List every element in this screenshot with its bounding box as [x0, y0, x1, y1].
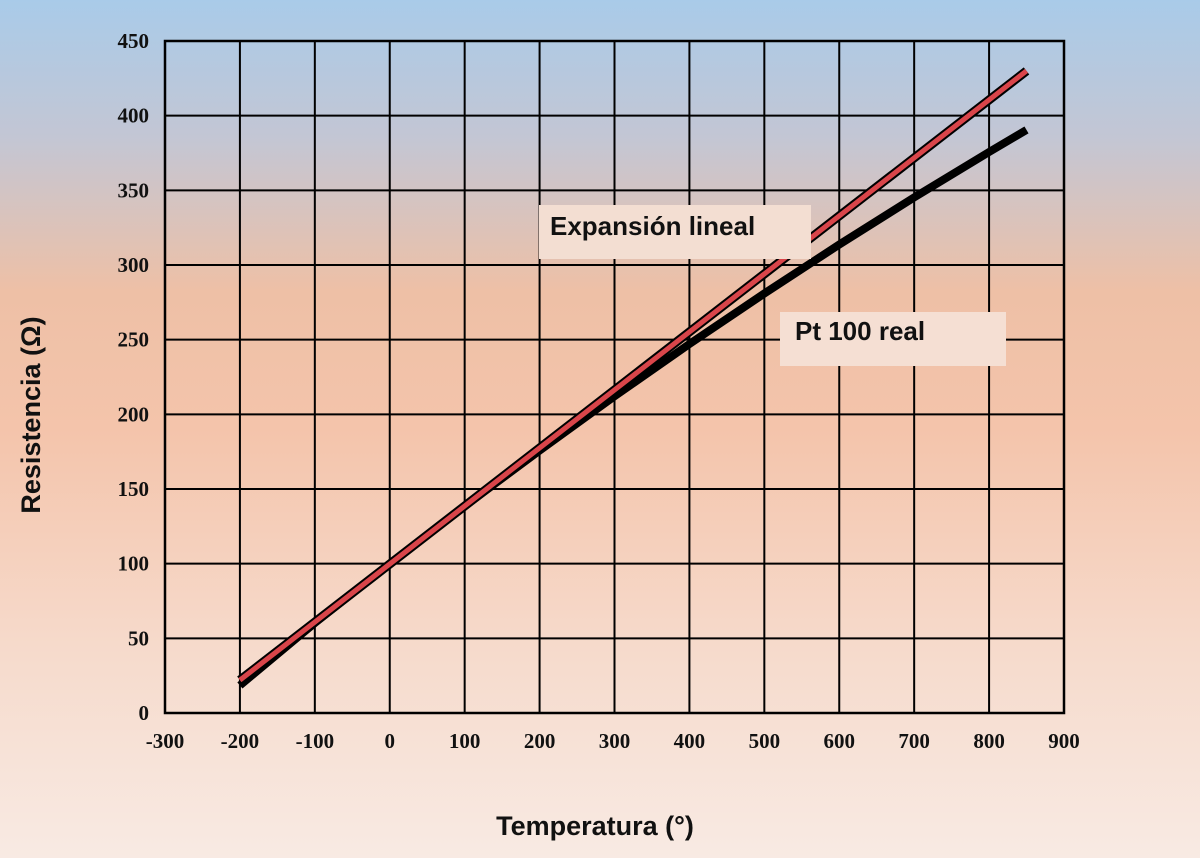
x-tick-label: 100 — [449, 729, 481, 753]
y-tick-label: 50 — [128, 626, 149, 650]
x-tick-label: 900 — [1048, 729, 1080, 753]
x-tick-label: -200 — [221, 729, 260, 753]
series-layer — [237, 67, 1030, 689]
y-tick-label: 450 — [118, 29, 150, 53]
y-tick-label: 150 — [118, 477, 150, 501]
y-tick-label: 0 — [139, 701, 150, 725]
y-tick-label: 300 — [118, 253, 150, 277]
series-line-expansion-lineal — [238, 68, 1029, 683]
x-tick-label: 700 — [898, 729, 930, 753]
x-tick-label: 800 — [973, 729, 1005, 753]
y-tick-label: 250 — [118, 328, 150, 352]
series-label-expansion-lineal: Expansión lineal — [550, 211, 755, 241]
y-tick-label: 400 — [118, 104, 150, 128]
labels-layer: Expansión lineal Pt 100 real — [539, 205, 1006, 366]
x-tick-label: 0 — [385, 729, 396, 753]
x-tick-label: 200 — [524, 729, 556, 753]
x-tick-label: 600 — [824, 729, 856, 753]
label-backdrop-pt100 — [780, 312, 1006, 366]
y-axis-title: Resistencia (Ω) — [16, 316, 46, 513]
y-tick-label: 200 — [118, 402, 150, 426]
label-backdrop-expansion — [539, 205, 811, 259]
plot-frame — [163, 39, 1066, 715]
x-axis-title: Temperatura (°) — [496, 811, 694, 841]
x-tick-label: 400 — [674, 729, 706, 753]
x-tick-label: -100 — [296, 729, 335, 753]
y-tick-label: 100 — [118, 552, 150, 576]
series-label-pt100-real: Pt 100 real — [795, 316, 925, 346]
x-tick-label: 300 — [599, 729, 631, 753]
ticks-layer: -300 -200 -100 0 100 200 300 400 500 600 700 800 900… — [118, 29, 1080, 753]
x-tick-label: -300 — [146, 729, 185, 753]
x-tick-label: 500 — [749, 729, 781, 753]
y-tick-label: 350 — [118, 178, 150, 202]
